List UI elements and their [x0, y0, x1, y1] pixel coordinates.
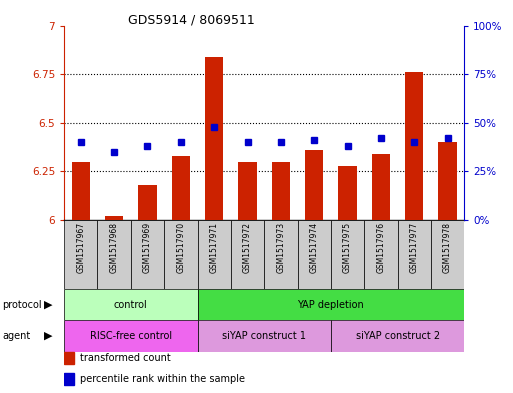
- Bar: [339, 165, 357, 220]
- Text: ▶: ▶: [44, 299, 52, 310]
- Bar: [272, 162, 290, 220]
- Bar: [64, 220, 97, 289]
- Bar: [331, 220, 364, 289]
- Text: GSM1517977: GSM1517977: [410, 222, 419, 273]
- Bar: [331, 320, 464, 352]
- Bar: [231, 220, 264, 289]
- Bar: [264, 220, 298, 289]
- Bar: [239, 162, 256, 220]
- Bar: [64, 320, 198, 352]
- Bar: [72, 162, 90, 220]
- Text: GSM1517974: GSM1517974: [310, 222, 319, 273]
- Text: GSM1517968: GSM1517968: [110, 222, 119, 273]
- Bar: [198, 220, 231, 289]
- Text: GSM1517969: GSM1517969: [143, 222, 152, 273]
- Text: percentile rank within the sample: percentile rank within the sample: [80, 374, 245, 384]
- Bar: [298, 220, 331, 289]
- Text: agent: agent: [3, 331, 31, 341]
- Bar: [364, 220, 398, 289]
- Bar: [372, 154, 390, 220]
- Bar: [105, 216, 123, 220]
- Text: GSM1517973: GSM1517973: [277, 222, 285, 273]
- Bar: [164, 220, 198, 289]
- Text: transformed count: transformed count: [80, 353, 171, 363]
- Bar: [64, 373, 74, 385]
- Text: GSM1517972: GSM1517972: [243, 222, 252, 273]
- Bar: [305, 150, 323, 220]
- Bar: [398, 220, 431, 289]
- Text: GSM1517967: GSM1517967: [76, 222, 85, 273]
- Bar: [97, 220, 131, 289]
- Bar: [431, 220, 464, 289]
- Bar: [405, 72, 423, 220]
- Bar: [64, 352, 74, 364]
- Text: GSM1517976: GSM1517976: [377, 222, 385, 273]
- Text: YAP depletion: YAP depletion: [298, 299, 364, 310]
- Text: ▶: ▶: [44, 331, 52, 341]
- Text: siYAP construct 2: siYAP construct 2: [356, 331, 440, 341]
- Text: GSM1517975: GSM1517975: [343, 222, 352, 273]
- Text: GDS5914 / 8069511: GDS5914 / 8069511: [128, 14, 255, 27]
- Bar: [131, 220, 164, 289]
- Bar: [64, 289, 198, 320]
- Text: RISC-free control: RISC-free control: [90, 331, 172, 341]
- Text: siYAP construct 1: siYAP construct 1: [222, 331, 306, 341]
- Bar: [172, 156, 190, 220]
- Bar: [198, 289, 464, 320]
- Bar: [439, 142, 457, 220]
- Bar: [139, 185, 156, 220]
- Text: control: control: [114, 299, 148, 310]
- Text: GSM1517970: GSM1517970: [176, 222, 185, 273]
- Text: protocol: protocol: [3, 299, 42, 310]
- Bar: [198, 320, 331, 352]
- Text: GSM1517978: GSM1517978: [443, 222, 452, 273]
- Text: GSM1517971: GSM1517971: [210, 222, 219, 273]
- Bar: [205, 57, 223, 220]
